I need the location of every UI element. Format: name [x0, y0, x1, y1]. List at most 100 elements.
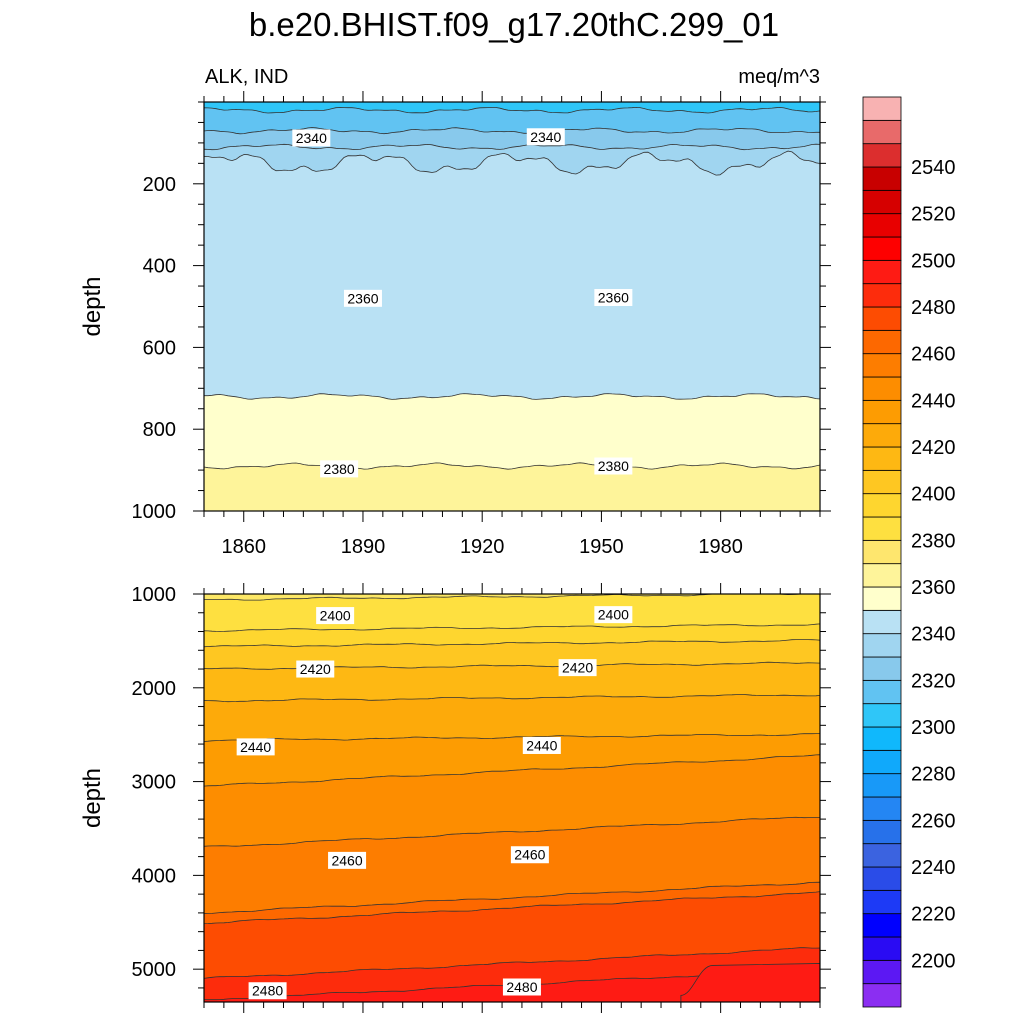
colorbar-tick-label: 2420	[911, 437, 956, 459]
contour-label-box	[594, 457, 633, 475]
contour-label-box	[316, 607, 355, 625]
contour-label: 2360	[347, 290, 378, 306]
colorbar-swatch	[862, 773, 902, 798]
colorbar-swatch	[862, 353, 902, 378]
plot-frame	[203, 593, 821, 1003]
contour-label-box	[522, 736, 561, 754]
colorbar-swatch	[862, 213, 902, 238]
contour-label: 2460	[331, 852, 362, 868]
colorbar-tick-label: 2220	[911, 904, 956, 926]
colorbar-swatch	[862, 889, 902, 915]
contour-label: 2340	[530, 129, 561, 145]
contour-label-box	[343, 289, 382, 307]
colorbar-swatch	[862, 376, 902, 401]
colorbar-swatch	[862, 539, 902, 565]
colorbar: 2200 2220 2240 2260 2280 2300 2320 2340 2360 2380…	[862, 96, 956, 1008]
y-tick-label: 800	[143, 419, 176, 441]
contour-fill-layer	[204, 102, 820, 511]
colorbar-swatch	[862, 703, 902, 728]
lower-depth-panel: 2400 2400 2420 2420 2440 2440 2460 2460 2480 2480…	[79, 583, 831, 1013]
contour-label-box	[292, 129, 331, 147]
contour-label-box	[236, 738, 275, 756]
y-axis-label: depth	[79, 276, 106, 336]
x-tick-label: 1860	[221, 536, 266, 558]
contour-label: 2400	[598, 607, 629, 623]
contour-label: 2480	[506, 979, 537, 995]
colorbar-swatch	[862, 493, 902, 518]
y-tick-label: 1000	[132, 584, 177, 606]
x-tick-label: 1980	[698, 536, 743, 558]
contour-label: 2480	[252, 983, 283, 999]
colorbar-tick-label: 2380	[911, 530, 956, 552]
y-tick-label: 4000	[132, 865, 177, 887]
contour-label: 2400	[320, 608, 351, 624]
upper-depth-panel: 2340 2340 2360 2360 2380 2380 1860 1890 1920 1950…	[79, 91, 831, 558]
colorbar-tick-label: 2240	[911, 857, 956, 879]
colorbar-swatch	[862, 423, 902, 448]
contour-label-box	[510, 846, 549, 864]
colorbar-swatch	[862, 96, 902, 121]
colorbar-swatch	[862, 119, 902, 145]
y-tick-label: 600	[143, 337, 176, 359]
contour-label-box	[526, 128, 565, 146]
contour-label: 2420	[562, 660, 593, 676]
colorbar-tick-label: 2460	[911, 344, 956, 366]
colorbar-swatch	[862, 143, 902, 168]
y-tick-label: 200	[143, 174, 176, 196]
colorbar-swatch	[862, 586, 902, 611]
colorbar-swatch	[862, 329, 902, 355]
colorbar-swatch	[862, 749, 902, 775]
colorbar-tick-label: 2280	[911, 764, 956, 786]
y-axis-label: depth	[79, 768, 106, 828]
colorbar-swatch	[862, 983, 902, 1008]
colorbar-tick-label: 2540	[911, 157, 956, 179]
contour-label-box	[328, 851, 367, 869]
colorbar-swatch	[862, 843, 902, 868]
figure-title: b.e20.BHIST.f09_g17.20thC.299_01	[249, 6, 779, 43]
contour-band	[680, 963, 820, 1002]
colorbar-tick-label: 2200	[911, 950, 956, 972]
contour-label: 2380	[598, 458, 629, 474]
contour-label-box	[594, 606, 633, 624]
contour-label-box	[320, 460, 359, 478]
colorbar-tick-label: 2320	[911, 670, 956, 692]
contour-label: 2380	[324, 461, 355, 477]
contour-label: 2360	[598, 290, 629, 306]
y-tick-label: 2000	[132, 678, 177, 700]
contour-label-box	[296, 660, 335, 678]
contour-label: 2440	[240, 739, 271, 755]
colorbar-swatch	[862, 259, 902, 285]
colorbar-swatch	[862, 609, 902, 635]
contour-label: 2440	[526, 737, 557, 753]
colorbar-tick-label: 2520	[911, 204, 956, 226]
contour-label: 2420	[300, 661, 331, 677]
contour-label-box	[502, 978, 541, 996]
x-tick-label: 1920	[460, 536, 505, 558]
y-tick-label: 3000	[132, 772, 177, 794]
colorbar-swatch	[862, 446, 902, 471]
colorbar-tick-label: 2360	[911, 577, 956, 599]
colorbar-swatch	[862, 656, 902, 681]
colorbar-swatch	[862, 563, 902, 588]
colorbar-swatch	[862, 166, 902, 191]
colorbar-swatch	[862, 936, 902, 961]
colorbar-swatch	[862, 726, 902, 751]
colorbar-swatch	[862, 516, 902, 541]
colorbar-swatch	[862, 236, 902, 261]
colorbar-swatch	[862, 959, 902, 985]
y-tick-label: 5000	[132, 959, 177, 981]
contour-label-box	[248, 982, 287, 1000]
colorbar-swatch	[862, 399, 902, 425]
colorbar-tick-label: 2260	[911, 810, 956, 832]
colorbar-swatch	[862, 189, 902, 215]
units-label: meq/m^3	[738, 66, 820, 88]
colorbar-swatch	[862, 913, 902, 938]
colorbar-tick-label: 2500	[911, 250, 956, 272]
colorbar-swatch	[862, 283, 902, 308]
colorbar-swatch	[862, 819, 902, 845]
colorbar-swatch	[862, 866, 902, 891]
contour-label-box	[558, 659, 597, 677]
variable-region-label: ALK, IND	[205, 66, 288, 88]
colorbar-swatch	[862, 633, 902, 658]
